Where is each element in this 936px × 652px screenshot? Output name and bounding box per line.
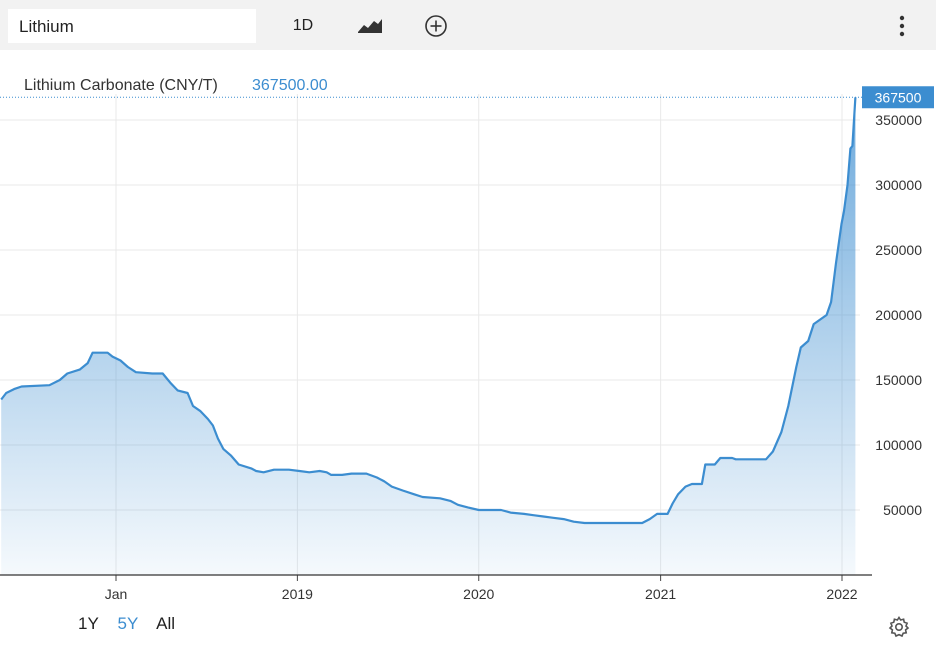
chart-title: Lithium Carbonate (CNY/T): [24, 77, 218, 94]
y-tick-label: 200000: [875, 307, 922, 323]
last-value-tag: 367500: [875, 89, 922, 105]
line-chart-icon[interactable]: [352, 9, 388, 43]
plus-circle-icon[interactable]: [418, 9, 454, 43]
y-tick-label: 250000: [875, 242, 922, 258]
y-tick-label: 350000: [875, 112, 922, 128]
x-tick-label: Jan: [105, 586, 128, 602]
x-tick-label: 2022: [826, 586, 857, 602]
range-selector: 1Y 5Y All: [78, 614, 189, 634]
chart-svg: 50000 100000 150000 200000 250000 300000 35000…: [0, 77, 934, 602]
last-value-label: 367500.00: [252, 77, 328, 94]
range-all-button[interactable]: All: [156, 614, 176, 633]
y-tick-label: 100000: [875, 437, 922, 453]
x-tick-label: 2019: [282, 586, 313, 602]
vertical-dots-icon[interactable]: [886, 9, 918, 43]
x-tick-label: 2021: [645, 586, 676, 602]
chart: 50000 100000 150000 200000 250000 300000 35000…: [0, 50, 936, 647]
range-1y-button[interactable]: 1Y: [78, 614, 99, 633]
x-tick-label: 2020: [463, 586, 494, 602]
y-tick-label: 150000: [875, 372, 922, 388]
y-tick-label: 50000: [883, 502, 922, 518]
range-5y-button[interactable]: 5Y: [117, 614, 139, 633]
toolbar: Lithium 1D: [0, 0, 936, 50]
period-button[interactable]: 1D: [292, 17, 314, 34]
series-area: [1, 97, 856, 576]
series-line: [0, 97, 857, 525]
y-tick-label: 300000: [875, 177, 922, 193]
last-value-tag-bg: [862, 86, 934, 109]
gear-icon[interactable]: [887, 615, 911, 639]
search-input[interactable]: Lithium: [8, 9, 256, 43]
